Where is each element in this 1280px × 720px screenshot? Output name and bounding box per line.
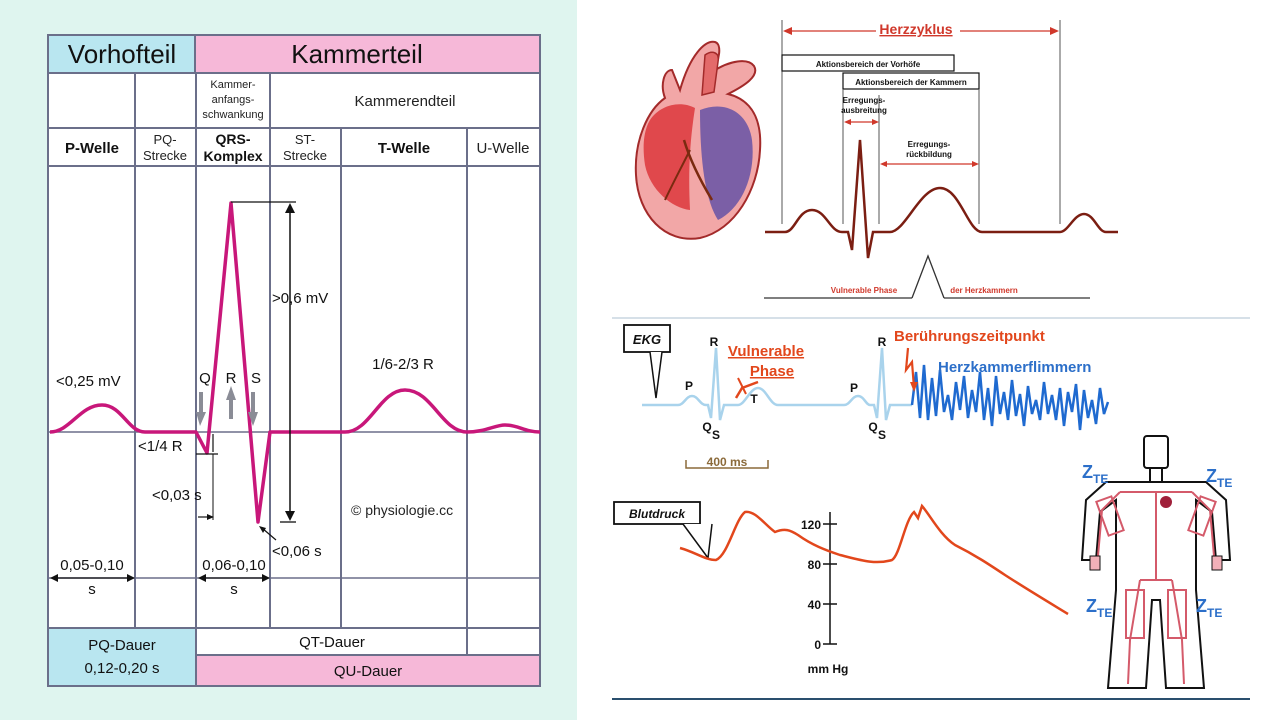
p-welle-label: P-Welle	[65, 140, 119, 157]
s-duration-label: <0,06 s	[272, 543, 322, 560]
qrs-komplex-line1: QRS-	[216, 131, 251, 147]
berührungszeitpunkt-label: Berührungszeitpunkt	[894, 328, 1045, 345]
erregungsausbreitung-line1: Erregungs-	[843, 96, 886, 105]
qu-dauer-box	[197, 656, 539, 685]
mm-hg-label: mm Hg	[808, 662, 849, 676]
t-label-1: T	[750, 392, 758, 406]
p-amplitude-label: <0,25 mV	[56, 373, 121, 390]
vulnerable-line2: Phase	[750, 363, 794, 380]
body-figure: ZTE ZTE ZTE ZTE	[1080, 435, 1232, 689]
q-label: Q	[199, 370, 211, 387]
r-arrow-icon	[226, 386, 236, 419]
z-te-top-right: ZTE	[1206, 466, 1232, 490]
heart-icon	[1160, 496, 1172, 508]
herzzyklus-title: Herzzyklus	[879, 21, 952, 37]
herzkammerflimmern-label: Herzkammerflimmern	[938, 359, 1091, 376]
pq-strecke-line2: Strecke	[143, 148, 187, 163]
kammerendteil-label: Kammerendteil	[355, 93, 456, 110]
time-scale-label: 400 ms	[707, 455, 748, 469]
bp-tick-120: 120	[801, 518, 821, 532]
z-te-bottom-left: ZTE	[1086, 596, 1112, 620]
pq-dauer-box	[49, 629, 195, 685]
ekg-label: EKG	[633, 332, 661, 347]
s-label: S	[251, 370, 261, 387]
erregungsrueckbildung-line1: Erregungs-	[908, 140, 951, 149]
t-amplitude-label: 1/6-2/3 R	[372, 356, 434, 373]
bp-tick-0: 0	[814, 638, 821, 652]
r-label: R	[226, 370, 237, 387]
qrs-duration-value: 0,06-0,10	[202, 557, 265, 574]
cycle-ecg-trace	[765, 139, 1118, 259]
fibrillation-trace	[910, 364, 1110, 431]
kammeranfang-line2: anfangs-	[212, 94, 255, 106]
ecg-reference-chart: Vorhofteil Kammerteil Kammer- anfangs- s…	[47, 34, 541, 687]
pq-strecke-line1: PQ-	[153, 132, 176, 147]
copyright-label: © physiologie.cc	[351, 502, 453, 518]
normal-ecg-trace	[642, 347, 912, 421]
vulnerable-line1: Vulnerable	[728, 343, 804, 360]
p-label-2: P	[850, 381, 858, 395]
q-duration-label: <0,03 s	[152, 487, 202, 504]
kammerteil-header	[195, 36, 539, 73]
erregungsausbreitung-line2: ausbreitung	[841, 106, 887, 115]
r-label-1: R	[710, 335, 719, 349]
s-label-1: S	[712, 428, 720, 442]
aktionsbereich-vorhoefe: Aktionsbereich der Vorhöfe	[816, 60, 921, 69]
q-label-1: Q	[702, 420, 711, 434]
cycle-diagram: Herzzyklus Aktionsbereich der Vorhöfe Ak…	[764, 20, 1118, 299]
blutdruck-label: Blutdruck	[629, 507, 686, 521]
t-welle-label: T-Welle	[378, 140, 430, 157]
z-te-bottom-right: ZTE	[1196, 596, 1222, 620]
s-arrow-icon	[248, 392, 258, 426]
bp-tick-80: 80	[808, 558, 822, 572]
pq-dauer-title: PQ-Dauer	[88, 637, 156, 654]
der-herzkammern-label: der Herzkammern	[950, 286, 1018, 295]
heart-illustration	[634, 40, 762, 240]
st-strecke-line2: Strecke	[283, 148, 327, 163]
st-strecke-line1: ST-	[295, 132, 315, 147]
kammerteil-label: Kammerteil	[291, 39, 422, 69]
r-amplitude-label: >0,6 mV	[272, 290, 328, 307]
p-label-1: P	[685, 379, 693, 393]
qrs-komplex-line2: Komplex	[203, 148, 262, 164]
p-duration-value: 0,05-0,10	[60, 557, 123, 574]
p-duration-unit: s	[88, 581, 96, 598]
erregungsrueckbildung-line2: rückbildung	[906, 150, 952, 159]
blood-pressure: Blutdruck 120 80 40 0 mm Hg	[613, 501, 1069, 676]
s-label-2: S	[878, 428, 886, 442]
pq-dauer-value: 0,12-0,20 s	[84, 660, 159, 677]
kammeranfang-line3: schwankung	[202, 109, 263, 121]
right-panel: Herzzyklus Aktionsbereich der Vorhöfe Ak…	[612, 20, 1250, 700]
qt-dauer-label: QT-Dauer	[299, 634, 365, 651]
aktionsbereich-kammern: Aktionsbereich der Kammern	[855, 78, 967, 87]
q-arrow-icon	[196, 392, 206, 426]
blood-pressure-trace	[679, 503, 1069, 616]
qrs-duration-unit: s	[230, 581, 238, 598]
kammeranfang-line1: Kammer-	[210, 79, 256, 91]
vorhofteil-label: Vorhofteil	[68, 39, 176, 69]
bp-tick-40: 40	[808, 598, 822, 612]
q-label-2: Q	[868, 420, 877, 434]
qu-dauer-label: QU-Dauer	[334, 663, 402, 680]
fibrillation-strip: EKG Vulnerable Phase Berührungszeitpunkt…	[623, 324, 1110, 469]
vorhofteil-header	[49, 36, 195, 73]
u-welle-label: U-Welle	[476, 140, 529, 157]
z-te-top-left: ZTE	[1082, 462, 1108, 486]
vulnerable-phase-label: Vulnerable Phase	[831, 286, 898, 295]
ecg-trace	[49, 201, 541, 524]
r-label-2: R	[878, 335, 887, 349]
q-depth-label: <1/4 R	[138, 438, 183, 455]
